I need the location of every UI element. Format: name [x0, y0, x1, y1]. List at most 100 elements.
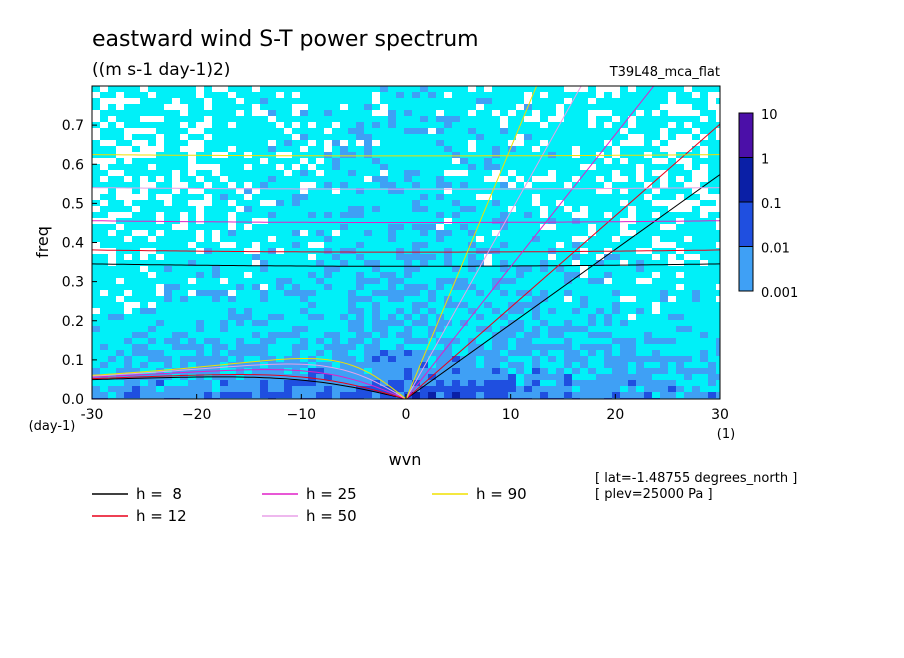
field-cell: [612, 362, 621, 369]
field-cell: [620, 320, 629, 327]
field-cell: [460, 104, 469, 111]
field-cell: [500, 92, 509, 99]
field-cell: [356, 188, 365, 195]
field-cell: [564, 146, 573, 153]
field-cell: [676, 392, 685, 399]
field-cell: [572, 380, 581, 387]
field-cell: [420, 242, 429, 249]
field-cell: [460, 296, 469, 303]
field-cell: [124, 92, 133, 99]
field-cell: [420, 386, 429, 393]
field-cell: [452, 326, 461, 333]
field-cell: [676, 266, 685, 273]
field-cell: [236, 254, 245, 261]
field-cell: [300, 92, 309, 99]
field-cell: [356, 104, 365, 111]
field-cell: [556, 194, 565, 201]
field-cell: [500, 152, 509, 159]
field-cell: [460, 212, 469, 219]
field-cell: [404, 140, 413, 147]
field-cell: [692, 140, 701, 147]
field-cell: [164, 224, 173, 231]
field-cell: [500, 104, 509, 111]
field-cell: [548, 386, 557, 393]
field-cell: [372, 380, 381, 387]
field-cell: [436, 362, 445, 369]
field-cell: [220, 230, 229, 237]
field-cell: [436, 86, 445, 93]
field-cell: [660, 356, 669, 363]
field-cell: [532, 374, 541, 381]
field-cell: [132, 230, 141, 237]
field-cell: [228, 242, 237, 249]
field-cell: [132, 296, 141, 303]
field-cell: [372, 104, 381, 111]
field-cell: [500, 98, 509, 105]
field-cell: [484, 266, 493, 273]
field-cell: [260, 392, 269, 399]
field-cell: [484, 326, 493, 333]
field-cell: [700, 170, 709, 177]
field-cell: [716, 326, 720, 333]
field-cell: [540, 110, 549, 117]
field-cell: [708, 104, 717, 111]
field-cell: [412, 146, 421, 153]
field-cell: [420, 182, 429, 189]
field-cell: [572, 266, 581, 273]
field-cell: [180, 314, 189, 321]
field-cell: [444, 302, 453, 309]
field-cell: [276, 158, 285, 165]
field-cell: [540, 104, 549, 111]
field-cell: [612, 128, 621, 135]
field-cell: [276, 344, 285, 351]
field-cell: [436, 230, 445, 237]
field-cell: [532, 308, 541, 315]
field-cell: [228, 356, 237, 363]
field-cell: [324, 188, 333, 195]
field-cell: [300, 284, 309, 291]
field-cell: [428, 98, 437, 105]
field-cell: [332, 374, 341, 381]
field-cell: [116, 344, 125, 351]
field-cell: [388, 386, 397, 393]
field-cell: [420, 338, 429, 345]
field-cell: [700, 146, 709, 153]
field-cell: [340, 254, 349, 261]
field-cell: [508, 224, 517, 231]
field-cell: [452, 218, 461, 225]
field-cell: [116, 266, 125, 273]
field-cell: [348, 242, 357, 249]
field-cell: [612, 314, 621, 321]
field-cell: [700, 368, 709, 375]
field-cell: [356, 374, 365, 381]
field-cell: [332, 332, 341, 339]
field-cell: [532, 134, 541, 141]
field-cell: [180, 188, 189, 195]
field-cell: [244, 326, 253, 333]
field-cell: [500, 278, 509, 285]
field-cell: [452, 296, 461, 303]
field-cell: [172, 326, 181, 333]
field-cell: [324, 302, 333, 309]
field-cell: [492, 200, 501, 207]
field-cell: [540, 140, 549, 147]
field-cell: [492, 350, 501, 357]
field-cell: [660, 392, 669, 399]
field-cell: [532, 116, 541, 123]
field-cell: [556, 212, 565, 219]
field-cell: [660, 164, 669, 171]
field-cell: [388, 302, 397, 309]
field-cell: [564, 296, 573, 303]
field-cell: [124, 242, 133, 249]
field-cell: [324, 350, 333, 357]
field-cell: [444, 254, 453, 261]
field-cell: [348, 212, 357, 219]
field-cell: [684, 320, 693, 327]
field-cell: [124, 356, 133, 363]
field-cell: [332, 350, 341, 357]
field-cell: [460, 362, 469, 369]
field-cell: [396, 176, 405, 183]
field-cell: [92, 188, 101, 195]
field-cell: [556, 116, 565, 123]
field-cell: [340, 260, 349, 267]
